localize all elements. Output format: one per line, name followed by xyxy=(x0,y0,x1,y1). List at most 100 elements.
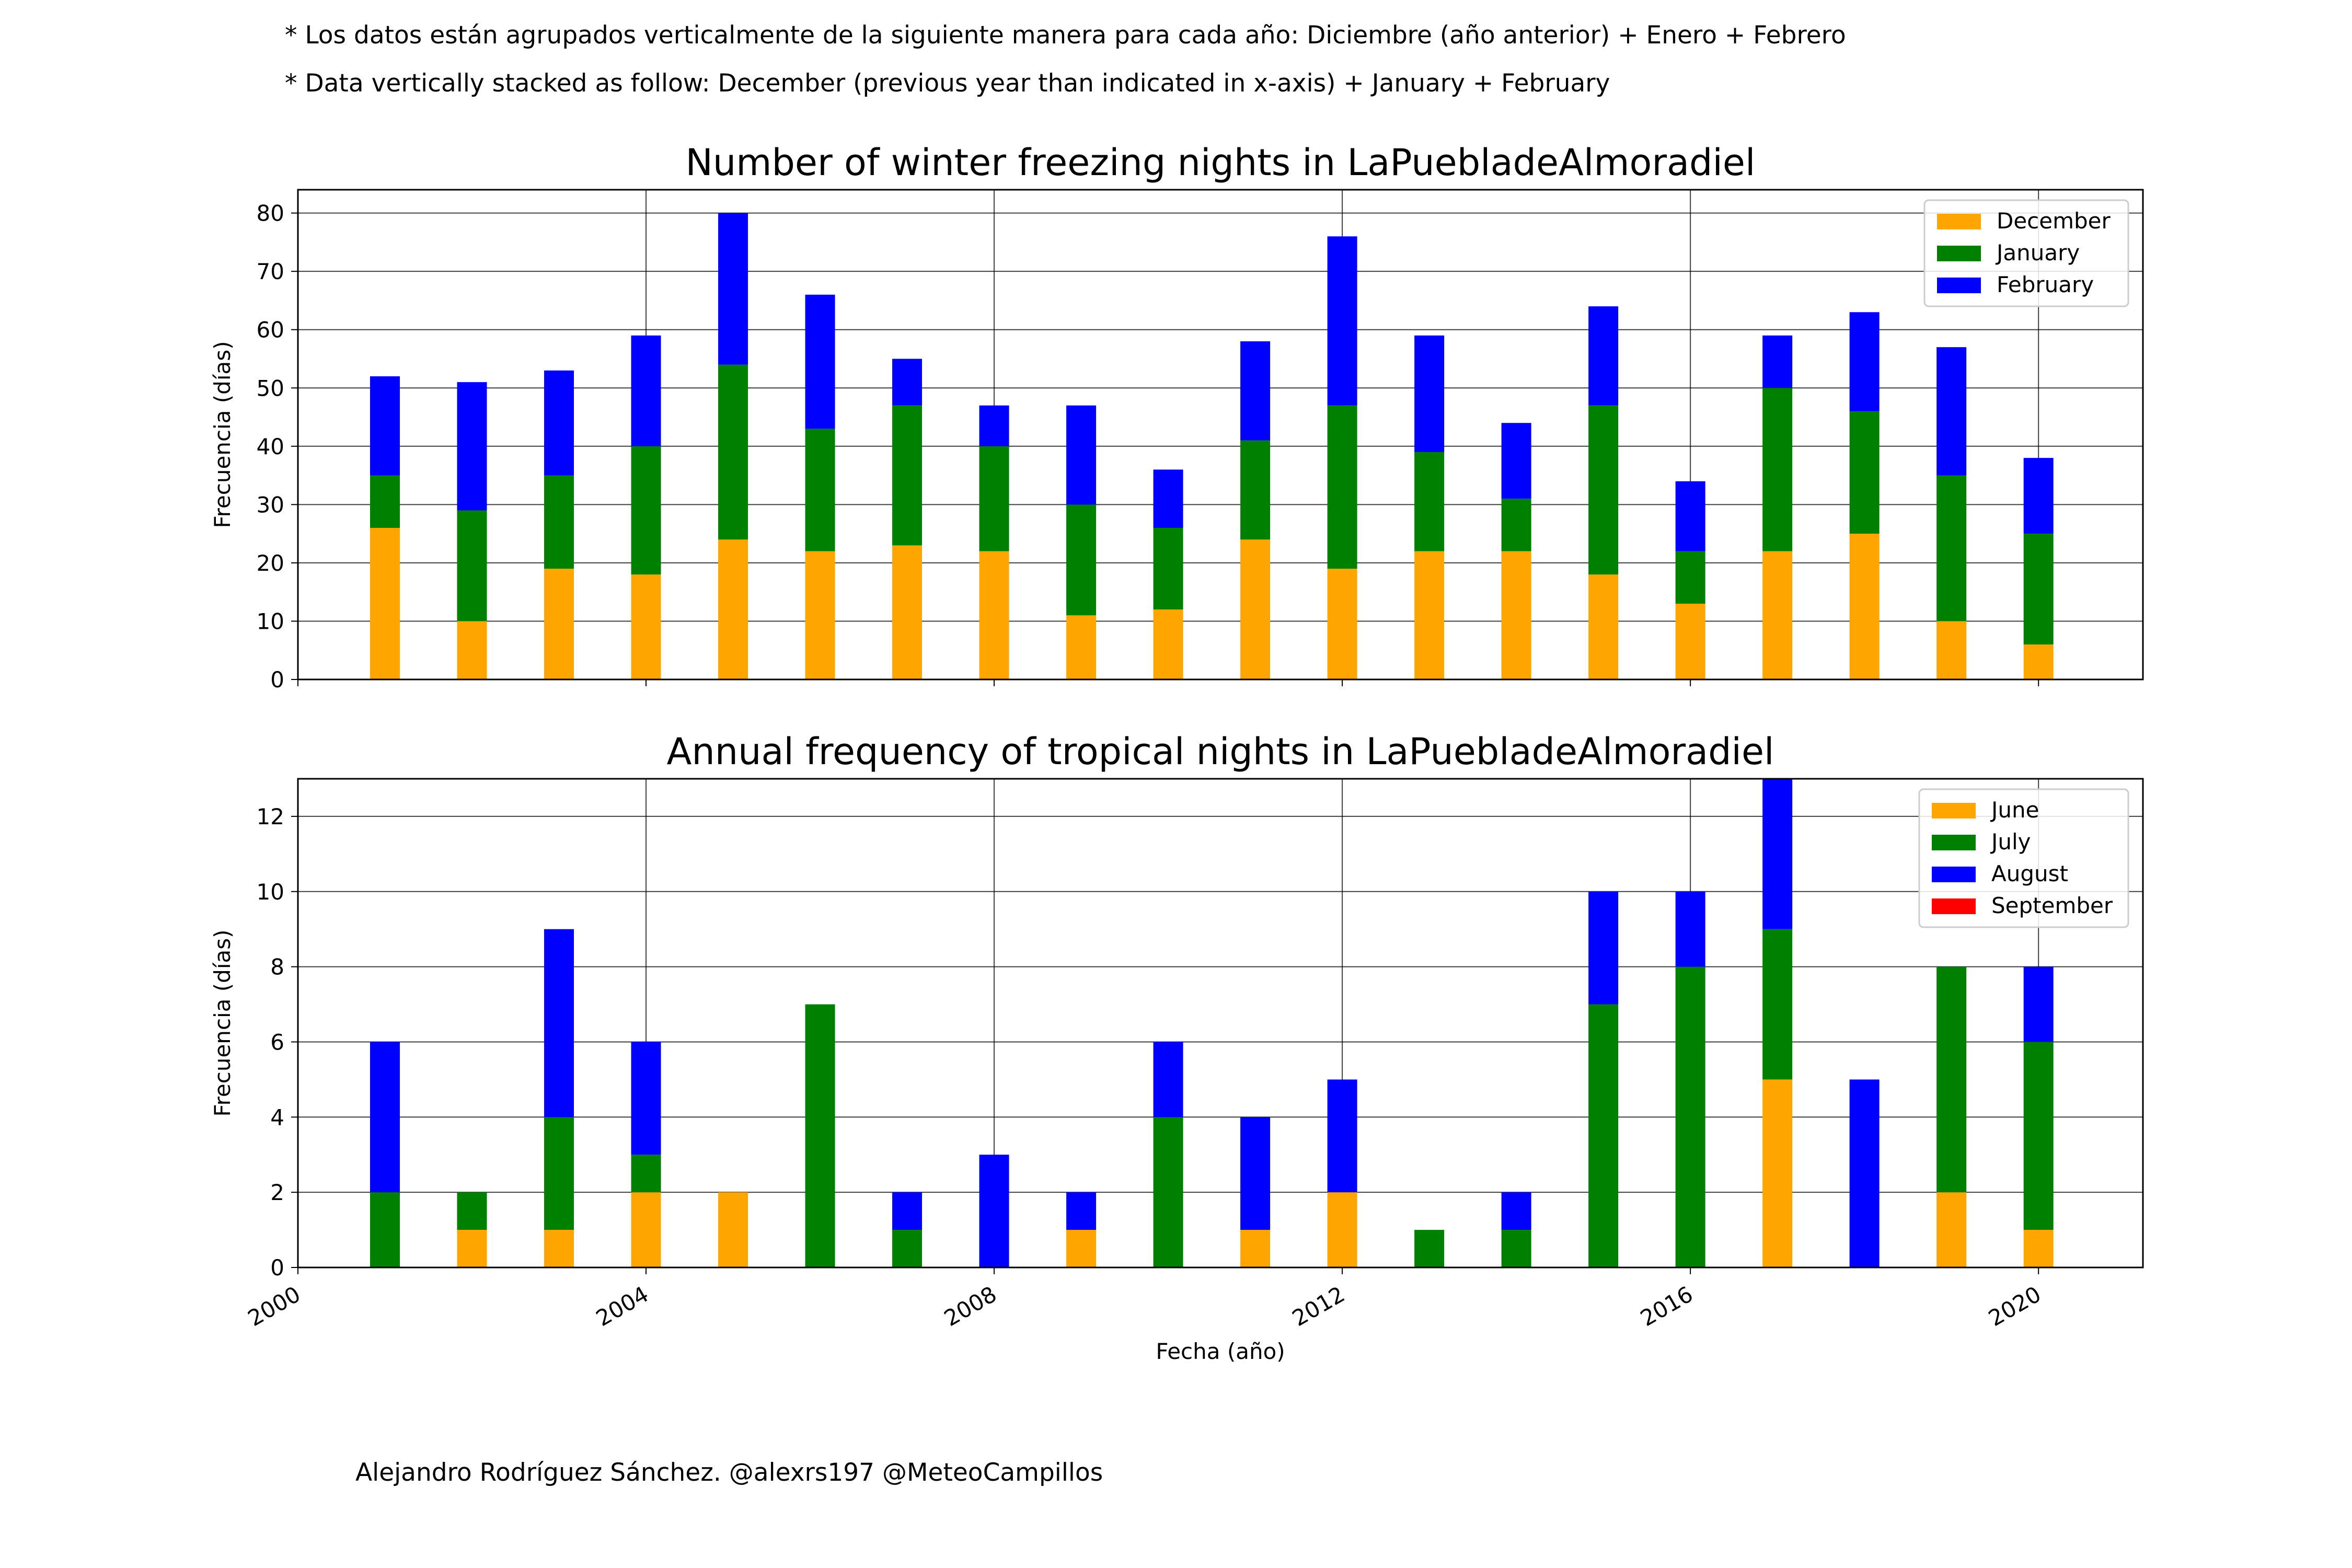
bar-january-2015 xyxy=(1588,405,1619,575)
y-tick-label: 50 xyxy=(257,375,284,401)
bar-june-2004 xyxy=(631,1192,661,1267)
y-tick-label: 60 xyxy=(257,317,284,343)
bar-february-2012 xyxy=(1327,236,1357,406)
bar-february-2010 xyxy=(1153,469,1183,528)
bar-february-2009 xyxy=(1066,405,1097,505)
bar-december-2010 xyxy=(1153,609,1183,679)
y-tick-label: 30 xyxy=(257,492,284,517)
bar-december-2014 xyxy=(1501,551,1531,679)
bar-february-2003 xyxy=(544,370,574,476)
bar-july-2002 xyxy=(457,1192,487,1230)
legend-swatch-january xyxy=(1937,246,1981,261)
tropical-nights-chart: Annual frequency of tropical nights in L… xyxy=(210,730,2144,1364)
bar-december-2012 xyxy=(1327,569,1357,679)
bar-june-2012 xyxy=(1327,1192,1357,1267)
bar-august-2020 xyxy=(2023,966,2054,1042)
bar-january-2002 xyxy=(457,510,487,621)
bar-august-2015 xyxy=(1588,891,1619,1005)
y-tick-label: 2 xyxy=(270,1180,284,1205)
bar-june-2011 xyxy=(1240,1230,1271,1267)
bar-february-2016 xyxy=(1675,481,1705,551)
bar-january-2006 xyxy=(805,429,835,551)
bar-february-2007 xyxy=(892,359,923,406)
bar-january-2013 xyxy=(1414,452,1445,551)
bar-june-2003 xyxy=(544,1230,574,1267)
bar-july-2007 xyxy=(892,1230,923,1267)
y-tick-label: 8 xyxy=(270,954,284,980)
bar-december-2002 xyxy=(457,621,487,679)
bar-july-2020 xyxy=(2023,1042,2054,1230)
bar-december-2008 xyxy=(979,551,1009,679)
bar-january-2005 xyxy=(718,364,748,540)
chart-title: Number of winter freezing nights in LaPu… xyxy=(686,141,1756,184)
bar-january-2011 xyxy=(1240,440,1271,540)
bar-january-2001 xyxy=(370,475,400,528)
author-credit: Alejandro Rodríguez Sánchez. @alexrs197 … xyxy=(355,1458,1103,1487)
y-tick-label: 0 xyxy=(270,1255,284,1281)
bar-june-2002 xyxy=(457,1230,487,1267)
x-tick-label: 2012 xyxy=(1288,1281,1349,1331)
bar-july-2019 xyxy=(1936,966,1967,1193)
bar-february-2006 xyxy=(805,294,835,429)
plot-frame xyxy=(297,189,2144,681)
y-tick-label: 10 xyxy=(257,879,284,905)
bar-january-2007 xyxy=(892,405,923,546)
bar-february-2011 xyxy=(1240,341,1271,441)
bar-december-2003 xyxy=(544,569,574,679)
chart-title: Annual frequency of tropical nights in L… xyxy=(667,730,1774,773)
legend-label-february: February xyxy=(1997,272,2094,297)
bar-january-2018 xyxy=(1849,411,1880,534)
bar-january-2020 xyxy=(2023,534,2054,645)
note-english: * Data vertically stacked as follow: Dec… xyxy=(285,69,1610,98)
x-tick-label: 2008 xyxy=(940,1281,1001,1331)
bar-june-2005 xyxy=(718,1192,748,1267)
bar-june-2019 xyxy=(1936,1192,1967,1267)
bar-february-2020 xyxy=(2023,458,2054,534)
legend-label-august: August xyxy=(1991,861,2068,886)
bar-august-2010 xyxy=(1153,1042,1183,1117)
legend-swatch-february xyxy=(1937,278,1981,293)
bar-january-2012 xyxy=(1327,405,1357,569)
plot-frame xyxy=(297,778,2144,1269)
bar-december-2001 xyxy=(370,527,400,679)
legend-label-december: December xyxy=(1997,208,2111,234)
y-axis-label: Frecuencia (días) xyxy=(210,929,235,1116)
bar-december-2018 xyxy=(1849,534,1880,679)
bar-february-2014 xyxy=(1501,423,1531,499)
bar-august-2007 xyxy=(892,1192,923,1230)
bar-february-2013 xyxy=(1414,335,1445,452)
y-tick-label: 0 xyxy=(270,667,284,693)
bar-january-2016 xyxy=(1675,551,1705,604)
bar-july-2017 xyxy=(1762,929,1793,1080)
x-axis-label: Fecha (año) xyxy=(1156,1339,1285,1364)
bar-july-2006 xyxy=(805,1004,835,1267)
bar-january-2017 xyxy=(1762,388,1793,551)
legend-swatch-september xyxy=(1932,898,1976,914)
bar-august-2009 xyxy=(1066,1192,1097,1230)
y-tick-label: 40 xyxy=(257,434,284,459)
bar-june-2020 xyxy=(2023,1230,2054,1267)
legend-label-june: June xyxy=(1990,797,2039,823)
legend-label-july: July xyxy=(1990,829,2031,855)
bar-july-2014 xyxy=(1501,1230,1531,1267)
y-tick-label: 10 xyxy=(257,608,284,634)
bar-december-2006 xyxy=(805,551,835,679)
bar-june-2017 xyxy=(1762,1079,1793,1267)
bar-august-2003 xyxy=(544,929,574,1117)
x-tick-label: 2004 xyxy=(592,1281,653,1331)
bar-august-2018 xyxy=(1849,1079,1880,1267)
bar-january-2010 xyxy=(1153,527,1183,610)
bar-february-2018 xyxy=(1849,312,1880,411)
bar-august-2016 xyxy=(1675,891,1705,967)
bar-january-2019 xyxy=(1936,475,1967,621)
bar-december-2013 xyxy=(1414,551,1445,679)
bar-february-2004 xyxy=(631,335,661,446)
x-tick-label: 2016 xyxy=(1636,1281,1697,1331)
bar-july-2003 xyxy=(544,1117,574,1230)
bar-august-2012 xyxy=(1327,1079,1357,1193)
y-axis-label: Frecuencia (días) xyxy=(210,341,235,528)
bar-july-2001 xyxy=(370,1192,400,1267)
bar-february-2017 xyxy=(1762,335,1793,388)
bar-january-2004 xyxy=(631,446,661,575)
bar-august-2017 xyxy=(1762,779,1793,929)
